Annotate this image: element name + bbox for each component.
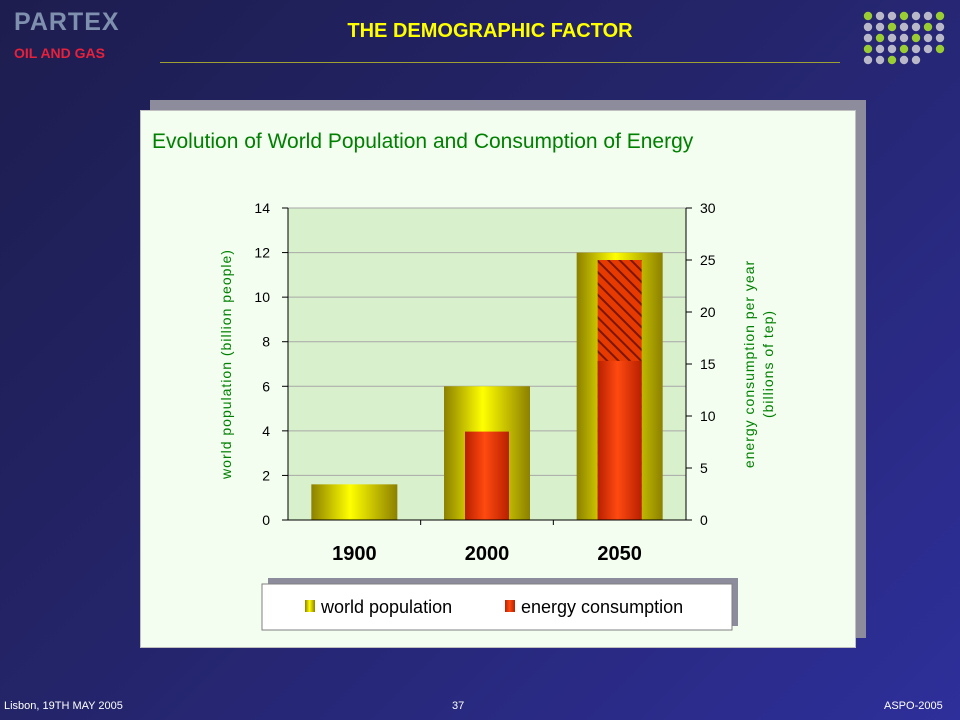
y-axis-label-left: world population (billion people): [218, 249, 234, 480]
decor-dot: [911, 55, 921, 65]
decor-dot: [863, 44, 873, 54]
decor-dot: [887, 55, 897, 65]
footer-location-date: Lisbon, 19TH MAY 2005: [4, 700, 123, 712]
legend-label-energy: energy consumption: [521, 597, 683, 617]
y-left-tick-label: 2: [262, 467, 270, 483]
legend-swatch-population: [305, 600, 315, 612]
footer-event: ASPO-2005: [884, 700, 943, 712]
x-tick-label: 2050: [597, 543, 642, 565]
decor-dot: [911, 33, 921, 43]
decor-dot: [935, 44, 945, 54]
decor-dot: [863, 33, 873, 43]
decor-dot: [899, 11, 909, 21]
decor-dot: [875, 33, 885, 43]
y-axis-label-right-line1: energy consumption per year: [741, 260, 757, 468]
y-right-tick-label: 30: [700, 200, 716, 216]
decor-dot: [863, 11, 873, 21]
legend-swatch-energy: [505, 600, 515, 612]
footer-page-number: 37: [452, 700, 465, 712]
decor-dot: [899, 55, 909, 65]
decor-dot: [935, 33, 945, 43]
decor-dot: [875, 22, 885, 32]
y-right-tick-label: 0: [700, 512, 708, 528]
slide-title: THE DEMOGRAPHIC FACTOR: [347, 20, 633, 42]
y-left-tick-label: 12: [254, 245, 270, 261]
legend-label-population: world population: [320, 597, 452, 617]
decor-dot: [887, 44, 897, 54]
y-left-tick-label: 0: [262, 512, 270, 528]
y-right-tick-label: 20: [700, 304, 716, 320]
decor-dot: [863, 55, 873, 65]
y-left-tick-label: 8: [262, 334, 270, 350]
decor-dot: [935, 22, 945, 32]
legend-box: [261, 583, 733, 631]
y-right-tick-label: 10: [700, 408, 716, 424]
decor-dot: [875, 44, 885, 54]
y-right-tick-label: 5: [700, 460, 708, 476]
y-left-tick-label: 6: [262, 378, 270, 394]
y-axis-label-right-line2: (billions of tep): [760, 310, 776, 418]
decor-dot: [899, 44, 909, 54]
decor-dot: [923, 11, 933, 21]
bar-energy-consumption: [597, 360, 642, 520]
y-right-tick-label: 15: [700, 356, 716, 372]
decor-dot: [899, 22, 909, 32]
x-tick-label: 1900: [332, 543, 377, 565]
decor-dot: [911, 22, 921, 32]
decor-dot: [875, 11, 885, 21]
decor-dot: [887, 11, 897, 21]
y-left-tick-label: 4: [262, 423, 270, 439]
y-right-tick-label: 25: [700, 252, 716, 268]
decor-dot: [911, 44, 921, 54]
dot-grid-decoration: [863, 11, 945, 65]
bar-energy-consumption: [465, 431, 509, 520]
bar-chart: 0 2 4 6 8 10 12 14 0 5 10 15 20 25 30 1900 2000 2050 worl…: [218, 200, 776, 631]
decor-dot: [863, 22, 873, 32]
decor-dot: [887, 33, 897, 43]
bar-world-population: [311, 484, 398, 520]
decor-dot: [875, 55, 885, 65]
decor-dot: [923, 44, 933, 54]
decor-dot: [935, 11, 945, 21]
decor-dot: [911, 11, 921, 21]
decor-dot: [923, 33, 933, 43]
title-divider: [160, 62, 840, 63]
decor-dot: [923, 22, 933, 32]
logo-oil-and-gas: OIL AND GAS: [14, 45, 106, 61]
decor-dot: [887, 22, 897, 32]
decor-dot: [899, 33, 909, 43]
y-left-tick-label: 14: [254, 200, 270, 216]
logo-partex: PARTEX: [14, 8, 120, 36]
y-left-tick-label: 10: [254, 289, 270, 305]
x-tick-label: 2000: [465, 543, 510, 565]
chart-title: Evolution of World Population and Consum…: [152, 130, 694, 153]
